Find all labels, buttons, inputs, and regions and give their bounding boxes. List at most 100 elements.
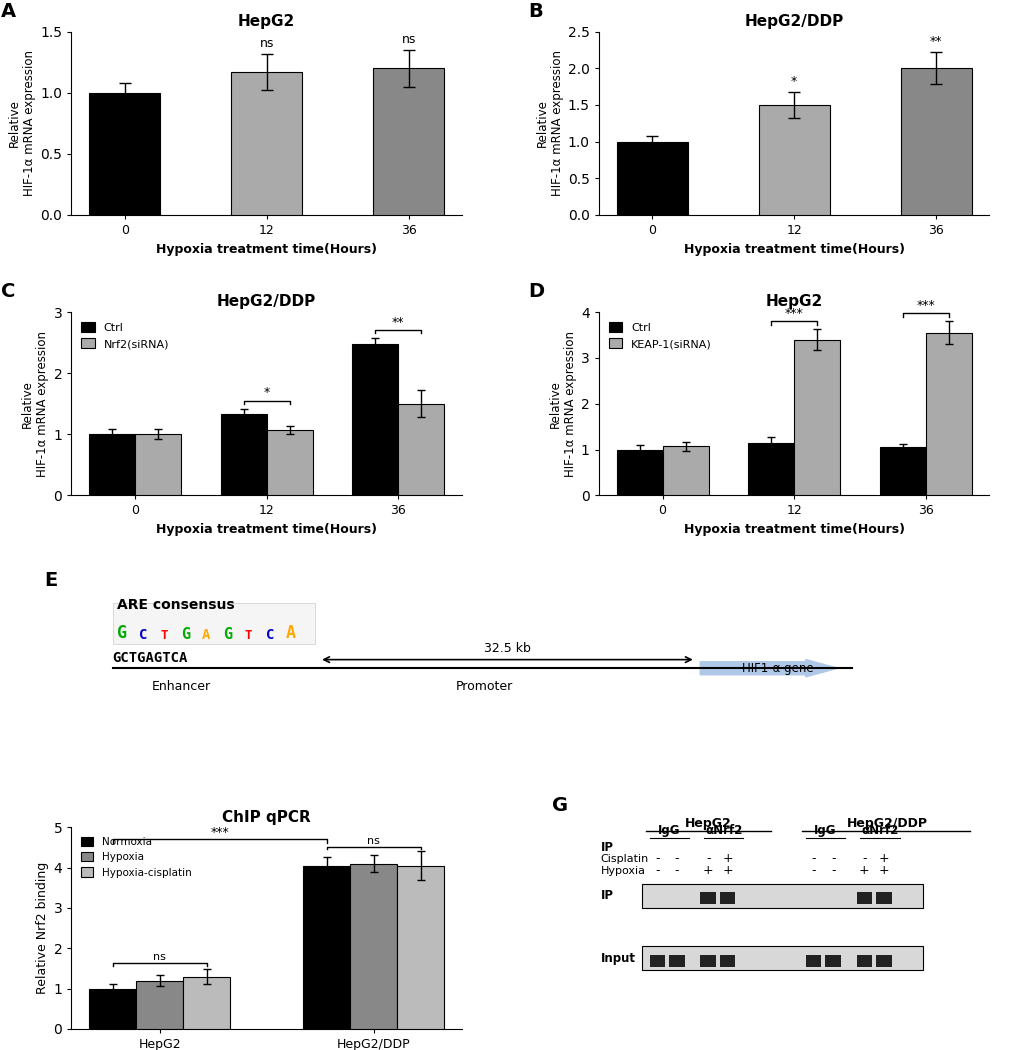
Text: G: G (180, 628, 190, 643)
Text: IP: IP (600, 841, 613, 854)
Text: +: + (721, 852, 733, 865)
Text: αNrf2: αNrf2 (704, 824, 742, 837)
Text: ns: ns (367, 836, 380, 846)
Text: Hypoxia: Hypoxia (600, 865, 645, 876)
X-axis label: Hypoxia treatment time(Hours): Hypoxia treatment time(Hours) (683, 523, 904, 537)
Y-axis label: Relative Nrf2 binding: Relative Nrf2 binding (37, 862, 49, 994)
Text: A: A (202, 629, 210, 643)
Bar (615, 449, 662, 496)
Text: **: ** (929, 36, 942, 48)
Text: -: - (810, 864, 815, 877)
Bar (700, 892, 715, 904)
Text: Enhancer: Enhancer (152, 680, 211, 693)
Text: B: B (528, 2, 543, 21)
Bar (668, 954, 684, 967)
Text: -: - (674, 852, 679, 865)
Text: +: + (702, 864, 712, 877)
Legend: Ctrl, Nrf2(siRNA): Ctrl, Nrf2(siRNA) (76, 317, 173, 354)
Text: D: D (528, 282, 544, 301)
Bar (824, 954, 840, 967)
Text: G: G (551, 796, 568, 815)
Bar (856, 892, 871, 904)
Title: HepG2/DDP: HepG2/DDP (744, 14, 843, 29)
X-axis label: Hypoxia treatment time(Hours): Hypoxia treatment time(Hours) (156, 523, 377, 537)
Bar (303, 865, 350, 1029)
Text: -: - (654, 852, 659, 865)
Text: A: A (285, 625, 296, 643)
Y-axis label: Relative
HIF-1α mRNA expression: Relative HIF-1α mRNA expression (8, 50, 36, 196)
Bar (397, 404, 444, 496)
Text: ns: ns (259, 37, 274, 49)
Bar (662, 446, 708, 496)
Bar (89, 92, 160, 215)
Bar (805, 954, 820, 967)
Title: HepG2: HepG2 (237, 14, 296, 29)
Text: *: * (790, 75, 797, 88)
Bar (924, 333, 971, 496)
Bar (875, 954, 891, 967)
Text: -: - (810, 852, 815, 865)
Bar (719, 954, 735, 967)
Text: -: - (861, 852, 866, 865)
Text: +: + (877, 864, 889, 877)
Text: HepG2: HepG2 (684, 817, 731, 831)
Bar (137, 981, 183, 1029)
Text: +: + (877, 852, 889, 865)
Bar (183, 976, 230, 1029)
Bar (136, 435, 181, 496)
Text: ***: *** (784, 308, 803, 320)
Text: C: C (139, 629, 147, 643)
Bar (231, 71, 302, 215)
Text: 32.5 kb: 32.5 kb (484, 643, 530, 655)
Bar (875, 892, 891, 904)
Text: G: G (223, 628, 231, 643)
Bar (641, 946, 922, 970)
Bar (900, 68, 971, 215)
Text: *: * (263, 386, 270, 399)
Text: Cisplatin: Cisplatin (600, 854, 648, 863)
Text: GCTGAGTCA: GCTGAGTCA (113, 651, 187, 665)
Bar (649, 954, 664, 967)
Text: -: - (674, 864, 679, 877)
Bar (719, 892, 735, 904)
Bar (350, 863, 396, 1029)
Text: +: + (858, 864, 869, 877)
Text: -: - (654, 864, 659, 877)
Bar (89, 435, 136, 496)
Bar (89, 989, 137, 1029)
Bar (700, 954, 715, 967)
Bar (220, 414, 266, 496)
Text: +: + (721, 864, 733, 877)
Legend: Normoxia, Hypoxia, Hypoxia-cisplatin: Normoxia, Hypoxia, Hypoxia-cisplatin (76, 833, 196, 882)
Bar (266, 430, 313, 496)
Text: G: G (117, 625, 126, 643)
Text: ns: ns (153, 952, 166, 963)
Bar (747, 443, 794, 496)
Title: HepG2: HepG2 (764, 294, 822, 310)
Bar (615, 142, 687, 215)
Text: ***: *** (915, 299, 934, 312)
Legend: Ctrl, KEAP-1(siRNA): Ctrl, KEAP-1(siRNA) (603, 317, 715, 354)
Bar (794, 339, 840, 496)
Text: ***: *** (210, 825, 229, 839)
Text: IgG: IgG (657, 824, 680, 837)
Text: HepG2/DDP: HepG2/DDP (847, 817, 927, 831)
Text: Promoter: Promoter (455, 680, 513, 693)
Title: ChIP qPCR: ChIP qPCR (222, 810, 311, 824)
Y-axis label: Relative
HIF-1α mRNA expression: Relative HIF-1α mRNA expression (21, 331, 49, 477)
X-axis label: Hypoxia treatment time(Hours): Hypoxia treatment time(Hours) (683, 243, 904, 255)
Text: -: - (830, 852, 835, 865)
Text: E: E (44, 571, 57, 590)
X-axis label: Hypoxia treatment time(Hours): Hypoxia treatment time(Hours) (156, 243, 377, 255)
Text: **: ** (391, 316, 405, 329)
Bar (641, 884, 922, 908)
Text: -: - (830, 864, 835, 877)
Text: C: C (1, 282, 15, 301)
FancyArrow shape (699, 659, 838, 677)
Title: HepG2/DDP: HepG2/DDP (217, 294, 316, 310)
Bar (352, 344, 397, 496)
Text: -: - (705, 852, 709, 865)
Bar (758, 105, 828, 215)
Bar (856, 954, 871, 967)
Text: HIF1-α gene: HIF1-α gene (742, 662, 813, 675)
